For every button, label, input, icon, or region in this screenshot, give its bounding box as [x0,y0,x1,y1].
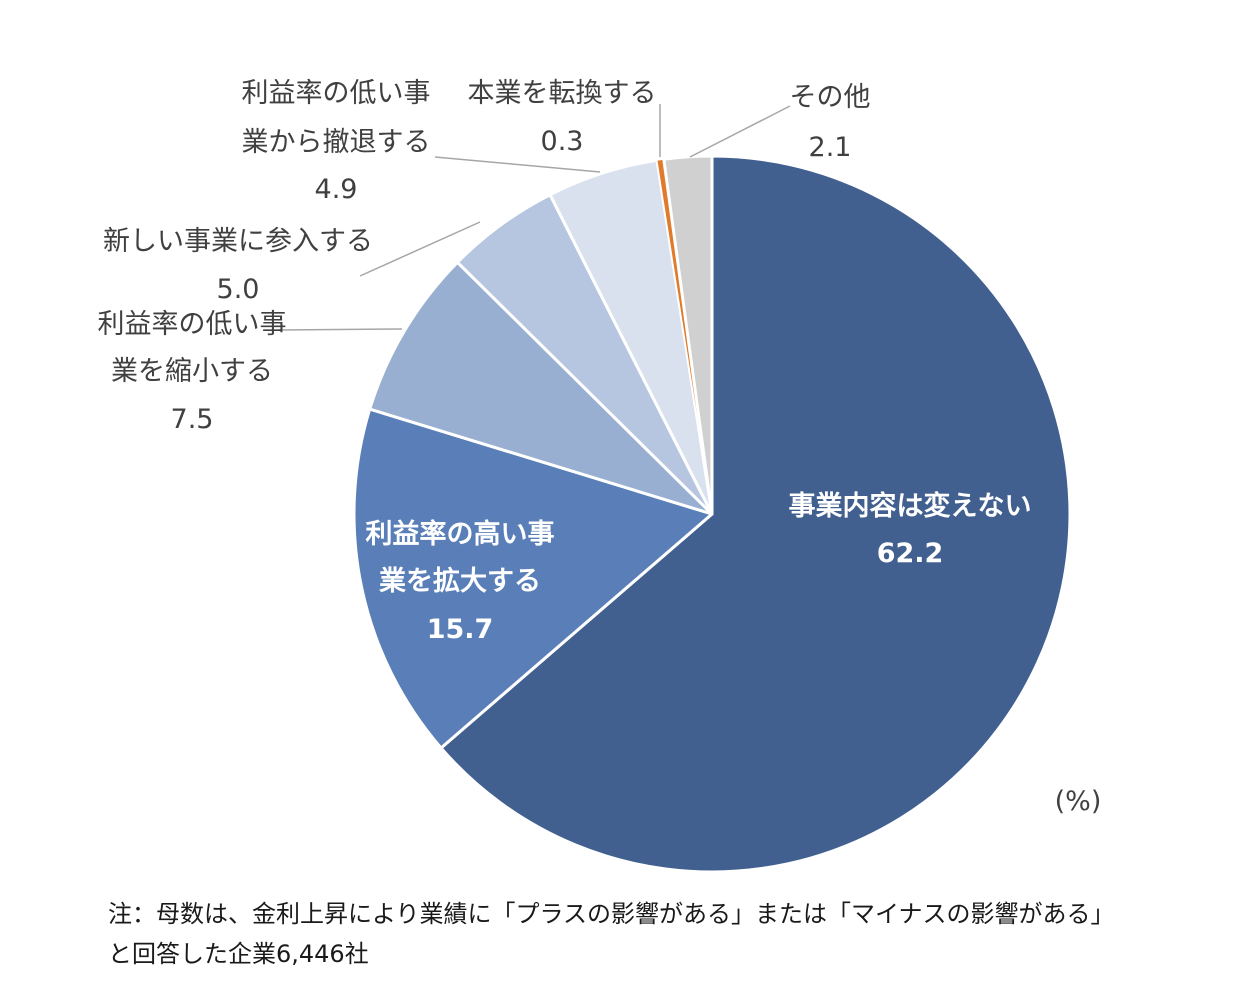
slice-value-7: 2.1 [809,132,852,163]
footnote-line-2: と回答した企業6,446社 [108,940,369,968]
slice-labels: 事業内容は変えない62.2利益率の高い事業を拡大する15.7利益率の低い事業を縮… [98,78,1032,645]
slice-label-2-line-2: 業を拡大する [379,566,541,597]
leader-lines [277,104,791,331]
slice-label-6-line-1: 本業を転換する [468,78,657,109]
pie-slice-2 [352,407,714,750]
pie-slice-3 [368,260,714,516]
slice-value-3: 7.5 [171,404,214,435]
slice-label-3-line-2: 業を縮小する [111,356,273,387]
slice-value-1: 62.2 [877,538,944,569]
slice-label-4-line-1: 新しい事業に参入する [103,226,373,257]
pie-slices [352,154,1072,874]
slice-label-1-line-1: 事業内容は変えない [789,490,1032,522]
slice-value-4: 5.0 [217,274,260,305]
slice-label-5-line-1: 利益率の低い事 [242,78,431,109]
leader-line-4 [359,221,481,277]
footnote: 注：母数は、金利上昇により業績に「プラスの影響がある」または「マイナスの影響があ… [108,894,1115,974]
footnote-line-1: 注：母数は、金利上昇により業績に「プラスの影響がある」または「マイナスの影響があ… [108,900,1115,928]
pie-slice-1 [439,154,1072,874]
slice-value-5: 4.9 [315,174,358,205]
slice-label-7-line-1: その他 [790,82,871,113]
pie-slice-7 [662,154,714,516]
slice-label-2-line-1: 利益率の高い事 [366,518,555,550]
leader-line-7 [689,105,791,158]
leader-line-5 [434,156,601,173]
slice-label-3-line-1: 利益率の低い事 [98,309,287,340]
unit-label: (%) [1055,786,1102,817]
slice-label-5-line-2: 業から撤退する [242,127,431,158]
leader-line-3 [277,328,403,331]
slice-value-2: 15.7 [427,614,494,645]
slice-value-6: 0.3 [541,126,584,157]
